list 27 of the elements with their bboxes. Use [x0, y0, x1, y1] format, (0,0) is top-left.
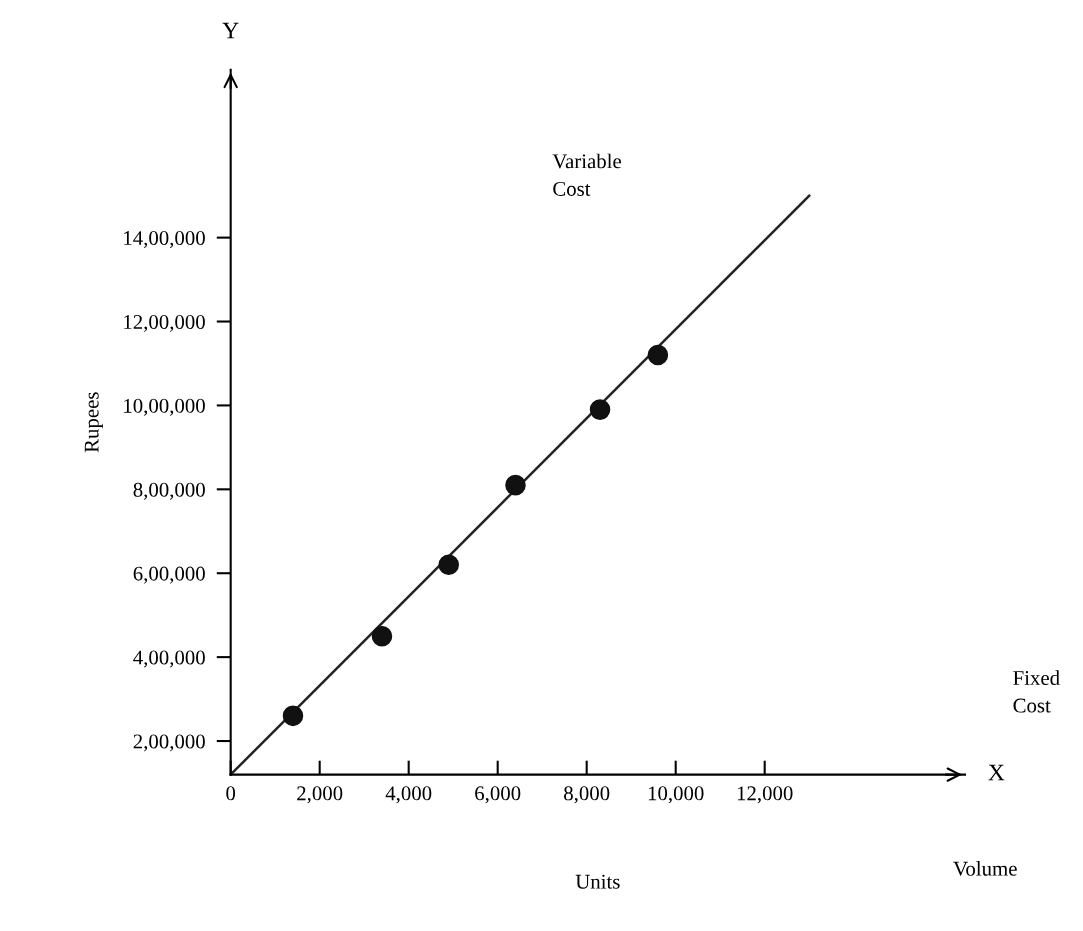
text: Y — [222, 22, 239, 39]
y-axis-title: Rupees — [84, 392, 103, 453]
x-tick-label: 0 — [226, 786, 236, 801]
x-tick-label: 10,000 — [648, 786, 704, 804]
text: Fixed Cost — [1013, 670, 1060, 713]
point — [505, 474, 526, 496]
annotation: Variable Cost — [552, 153, 622, 196]
x-tick-label: 12,000 — [737, 786, 793, 804]
point — [282, 705, 304, 727]
text: X — [988, 764, 1005, 781]
point — [647, 344, 669, 366]
point — [589, 399, 611, 420]
text: Volume — [953, 861, 1017, 876]
x-tick-label: 6,000 — [475, 786, 521, 804]
x-tick-label: 4,000 — [385, 786, 432, 804]
y-tick-label: 2,00,000 — [133, 734, 205, 752]
y-tick-label: 8,00,000 — [133, 482, 205, 500]
x-tick-label: 8,000 — [564, 786, 610, 804]
x-axis-title: Units — [575, 874, 620, 889]
point — [371, 625, 393, 647]
y-tick-label: 4,00,000 — [133, 650, 205, 668]
y-tick-label: 14,00,000 — [124, 231, 205, 249]
y-tick-label: 10,00,000 — [124, 398, 205, 416]
x-tick-label: 2,000 — [297, 786, 343, 804]
y-tick-label: 6,00,000 — [133, 566, 205, 584]
point — [438, 554, 460, 576]
y-tick-label: 12,00,000 — [124, 314, 205, 332]
